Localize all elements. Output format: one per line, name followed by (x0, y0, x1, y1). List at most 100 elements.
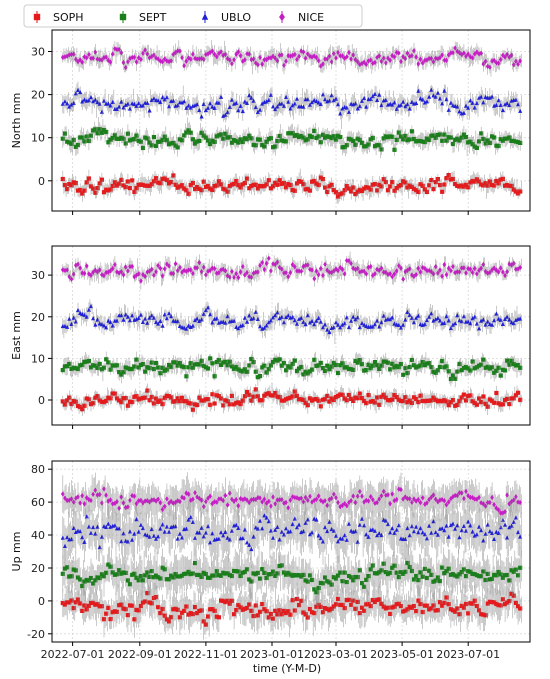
data-point (203, 135, 208, 140)
data-point (437, 96, 443, 101)
data-point (346, 109, 352, 114)
data-point (82, 359, 87, 365)
data-point (292, 133, 297, 138)
data-point (86, 307, 91, 312)
data-point (305, 137, 310, 142)
series-nice (60, 40, 523, 77)
data-point (320, 132, 326, 137)
data-point (151, 179, 156, 184)
data-point (65, 364, 70, 369)
data-point (405, 102, 410, 107)
data-point (253, 309, 258, 314)
data-point (221, 403, 226, 408)
data-point (128, 55, 132, 62)
data-point (459, 395, 464, 400)
data-point (186, 128, 191, 133)
data-point (310, 179, 315, 184)
data-point (177, 399, 182, 404)
data-point (123, 312, 128, 317)
data-point (80, 191, 85, 196)
data-point (344, 54, 349, 60)
data-point (154, 143, 159, 148)
data-point (338, 363, 343, 368)
data-point (149, 360, 154, 365)
data-point (201, 311, 206, 316)
data-point (258, 137, 263, 142)
data-point (175, 185, 180, 190)
data-point (186, 365, 191, 370)
data-point (229, 182, 234, 187)
data-point (440, 399, 445, 404)
data-point (180, 138, 185, 143)
data-point (180, 55, 184, 61)
data-point (91, 363, 96, 368)
data-point (86, 176, 91, 181)
data-point (219, 362, 224, 367)
data-point (431, 369, 436, 374)
data-point (199, 317, 204, 322)
data-point (164, 138, 169, 143)
data-point (255, 375, 260, 380)
data-point (357, 103, 362, 109)
data-point (242, 367, 247, 372)
data-point (195, 265, 200, 271)
data-point (516, 102, 521, 107)
data-point (446, 135, 451, 140)
data-point (351, 138, 356, 144)
data-point (99, 130, 104, 135)
data-point (69, 401, 74, 407)
data-point (188, 401, 193, 406)
data-point (338, 192, 343, 197)
data-point (219, 49, 223, 55)
data-point (450, 373, 456, 378)
data-point (171, 51, 176, 57)
data-point (327, 367, 332, 372)
data-point (305, 371, 310, 376)
data-point (212, 51, 217, 57)
data-point (360, 268, 364, 274)
data-point (264, 392, 269, 397)
data-point (518, 189, 523, 194)
data-point (435, 177, 440, 182)
data-point (238, 103, 243, 108)
data-point (277, 133, 282, 139)
data-point (448, 376, 453, 382)
data-point (338, 111, 343, 116)
data-point (140, 395, 146, 401)
data-point (323, 56, 327, 62)
data-point (375, 188, 380, 193)
data-point (212, 184, 217, 189)
data-point (210, 48, 215, 54)
data-point (323, 135, 328, 140)
data-point (318, 360, 323, 365)
data-point (249, 398, 254, 403)
data-point (455, 313, 460, 318)
data-point (175, 396, 180, 401)
data-point (238, 185, 243, 190)
data-point (104, 357, 109, 362)
y-tick-label: 0 (38, 175, 45, 188)
data-point (195, 362, 200, 367)
data-point (407, 183, 412, 188)
data-point (437, 398, 443, 403)
data-point (195, 185, 200, 190)
data-point (251, 360, 256, 365)
data-point (123, 365, 128, 370)
data-point (414, 396, 419, 402)
data-point (275, 139, 280, 144)
data-point (450, 398, 456, 403)
data-point (91, 128, 96, 133)
data-point (284, 314, 289, 320)
data-point (366, 362, 371, 367)
data-point (321, 61, 325, 67)
data-point (136, 182, 141, 187)
data-point (197, 186, 202, 191)
data-point (344, 315, 349, 320)
data-point (474, 145, 479, 150)
data-point (281, 181, 287, 186)
data-point (101, 323, 107, 328)
data-point (511, 187, 516, 192)
data-point (164, 367, 169, 372)
data-point (299, 364, 304, 370)
data-point (60, 136, 65, 141)
